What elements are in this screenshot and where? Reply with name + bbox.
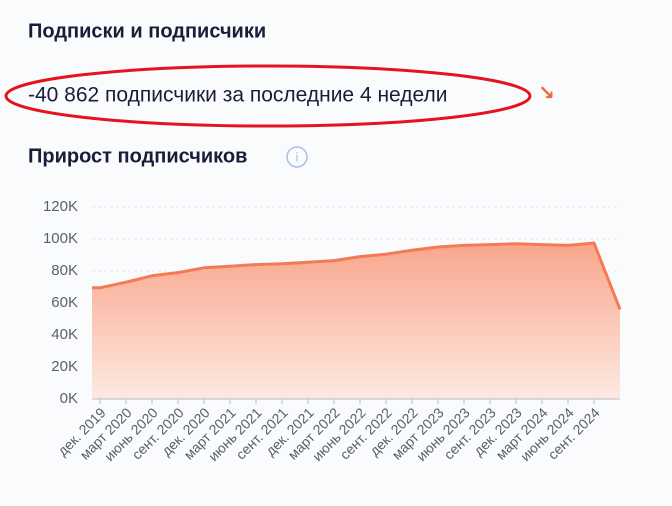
y-tick-label: 0K — [60, 390, 78, 407]
info-icon[interactable]: i — [296, 149, 299, 164]
y-tick-label: 120K — [43, 198, 78, 215]
y-tick-label: 40K — [51, 326, 78, 343]
area — [92, 243, 620, 399]
section-title: Прирост подписчиков — [28, 145, 247, 167]
y-tick-label: 60K — [51, 294, 78, 311]
card-title: Подписки и подписчики — [28, 20, 266, 42]
trend-icon: ↘ — [538, 82, 555, 104]
highlight-ellipse — [4, 64, 532, 128]
y-tick-label: 20K — [51, 358, 78, 375]
line — [92, 241, 622, 310]
info-icon-circle[interactable] — [286, 146, 308, 168]
y-tick-label: 80K — [51, 262, 78, 279]
y-tick-label: 100K — [43, 230, 78, 247]
summary: -40 862 подписчики за последние 4 недели — [28, 84, 448, 107]
